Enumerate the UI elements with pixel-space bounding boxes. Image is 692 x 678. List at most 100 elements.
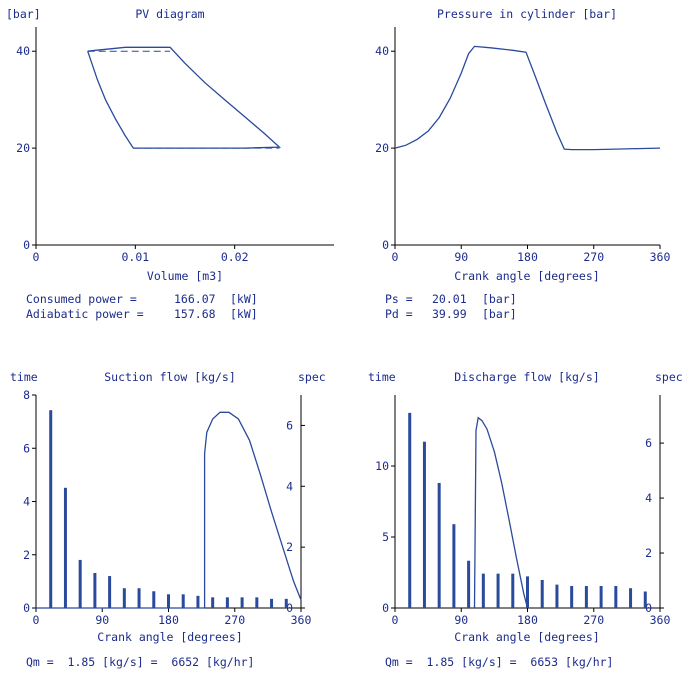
pd-unit: [bar]: [482, 307, 517, 321]
discharge-y-tick-label: 10: [375, 459, 389, 473]
discharge-x-tick-label: 180: [517, 613, 538, 627]
pv-xlabel: Volume [m3]: [147, 269, 223, 283]
discharge-bar: [496, 573, 500, 608]
discharge-x-tick-label: 270: [583, 613, 604, 627]
pv-x-tick-label: 0: [33, 250, 40, 264]
pv-y-tick-label: 40: [16, 44, 30, 58]
pv-x-tick-label: 0.01: [121, 250, 149, 264]
discharge-bar: [643, 591, 647, 608]
pressure-x-tick-label: 360: [650, 250, 671, 264]
discharge-x-tick-label: 0: [392, 613, 399, 627]
suction-x-tick-label: 90: [95, 613, 109, 627]
suction-y-tick-label: 2: [23, 548, 30, 562]
pressure-readout: Ps = 20.01 [bar] Pd = 39.99 [bar]: [385, 292, 517, 321]
discharge-bar: [481, 573, 485, 608]
discharge-y2-tick-label: 0: [645, 601, 652, 615]
pressure-panel: Pressure in cylinder [bar] Crank angle […: [375, 7, 670, 283]
pv-series-0: [87, 46, 282, 149]
consumed-power-label: Consumed power =: [26, 292, 137, 306]
adiabatic-power-unit: [kW]: [230, 307, 258, 321]
pv-unit-label: [bar]: [6, 7, 41, 21]
discharge-bar: [437, 482, 441, 608]
discharge-bar: [584, 586, 588, 608]
discharge-series-0: [473, 416, 529, 609]
pressure-x-tick-label: 90: [454, 250, 468, 264]
pv-y-tick-label: 0: [23, 238, 30, 252]
discharge-y2-tick-label: 2: [645, 546, 652, 560]
pv-diagram-panel: [bar] PV diagram Volume [m3] 0 0.01 0.02 0 2…: [6, 7, 334, 283]
pressure-x-tick-label: 180: [517, 250, 538, 264]
suction-bar: [181, 594, 185, 608]
discharge-y2-tick-label: 6: [645, 436, 652, 450]
suction-y2-tick-label: 2: [286, 540, 293, 554]
discharge-y-tick-label: 0: [382, 601, 389, 615]
suction-bar: [137, 588, 141, 608]
discharge-qm-readout: Qm = 1.85 [kg/s] = 6653 [kg/hr]: [385, 655, 613, 669]
pd-label: Pd =: [385, 307, 413, 321]
suction-bar: [63, 487, 67, 608]
suction-y-tick-label: 8: [23, 388, 30, 402]
suction-bar: [152, 591, 156, 608]
discharge-bar: [599, 586, 603, 608]
suction-bar: [93, 573, 97, 608]
suction-xlabel: Crank angle [degrees]: [97, 630, 242, 644]
suction-bar: [49, 410, 53, 608]
pressure-x-tick-label: 0: [392, 250, 399, 264]
discharge-title: Discharge flow [kg/s]: [454, 370, 599, 384]
suction-bar: [122, 588, 126, 608]
ps-label: Ps =: [385, 292, 413, 306]
consumed-power-value: 166.07: [174, 292, 216, 306]
pressure-series-0: [394, 45, 661, 151]
discharge-bar: [570, 586, 574, 608]
suction-y-tick-label: 4: [23, 495, 30, 509]
suction-bar: [255, 597, 259, 608]
suction-left-label: time: [10, 370, 38, 384]
suction-bar: [78, 559, 82, 608]
suction-x-tick-label: 360: [291, 613, 312, 627]
discharge-bar: [422, 441, 426, 608]
suction-y2-tick-label: 6: [286, 418, 293, 432]
discharge-bar: [452, 524, 456, 608]
pd-value: 39.99: [432, 307, 467, 321]
suction-flow-panel: time Suction flow [kg/s] spec Crank angl…: [10, 370, 326, 644]
suction-series-0: [36, 411, 302, 609]
pressure-y-tick-label: 0: [382, 238, 389, 252]
pv-y-tick-label: 20: [16, 141, 30, 155]
ps-unit: [bar]: [482, 292, 517, 306]
adiabatic-power-label: Adiabatic power =: [26, 307, 144, 321]
ps-value: 20.01: [432, 292, 467, 306]
suction-bar: [211, 597, 215, 608]
suction-y-tick-label: 6: [23, 441, 30, 455]
discharge-bar: [467, 560, 471, 608]
suction-bar: [196, 595, 200, 608]
discharge-x-tick-label: 90: [454, 613, 468, 627]
discharge-y-tick-label: 5: [382, 530, 389, 544]
discharge-left-label: time: [368, 370, 396, 384]
power-readout: Consumed power = 166.07 [kW] Adiabatic p…: [26, 292, 258, 321]
discharge-flow-panel: time Discharge flow [kg/s] spec Crank an…: [368, 370, 683, 644]
adiabatic-power-value: 157.68: [174, 307, 216, 321]
discharge-bar: [511, 573, 515, 608]
discharge-bar: [629, 588, 633, 608]
suction-y2-tick-label: 0: [286, 601, 293, 615]
suction-x-tick-label: 270: [224, 613, 245, 627]
suction-bar: [108, 576, 112, 608]
discharge-bar: [526, 576, 529, 608]
pv-title: PV diagram: [135, 7, 204, 21]
discharge-x-tick-label: 360: [650, 613, 671, 627]
pressure-y-tick-label: 40: [375, 44, 389, 58]
discharge-bar: [555, 584, 559, 608]
discharge-bar: [408, 412, 412, 608]
suction-title: Suction flow [kg/s]: [104, 370, 236, 384]
pressure-y-tick-label: 20: [375, 141, 389, 155]
suction-y2-tick-label: 4: [286, 479, 293, 493]
suction-x-tick-label: 0: [33, 613, 40, 627]
pressure-xlabel: Crank angle [degrees]: [454, 269, 599, 283]
discharge-xlabel: Crank angle [degrees]: [454, 630, 599, 644]
suction-bar: [240, 597, 244, 608]
consumed-power-unit: [kW]: [230, 292, 258, 306]
pressure-x-tick-label: 270: [583, 250, 604, 264]
suction-qm-readout: Qm = 1.85 [kg/s] = 6652 [kg/hr]: [26, 655, 254, 669]
pressure-title: Pressure in cylinder [bar]: [437, 7, 617, 21]
